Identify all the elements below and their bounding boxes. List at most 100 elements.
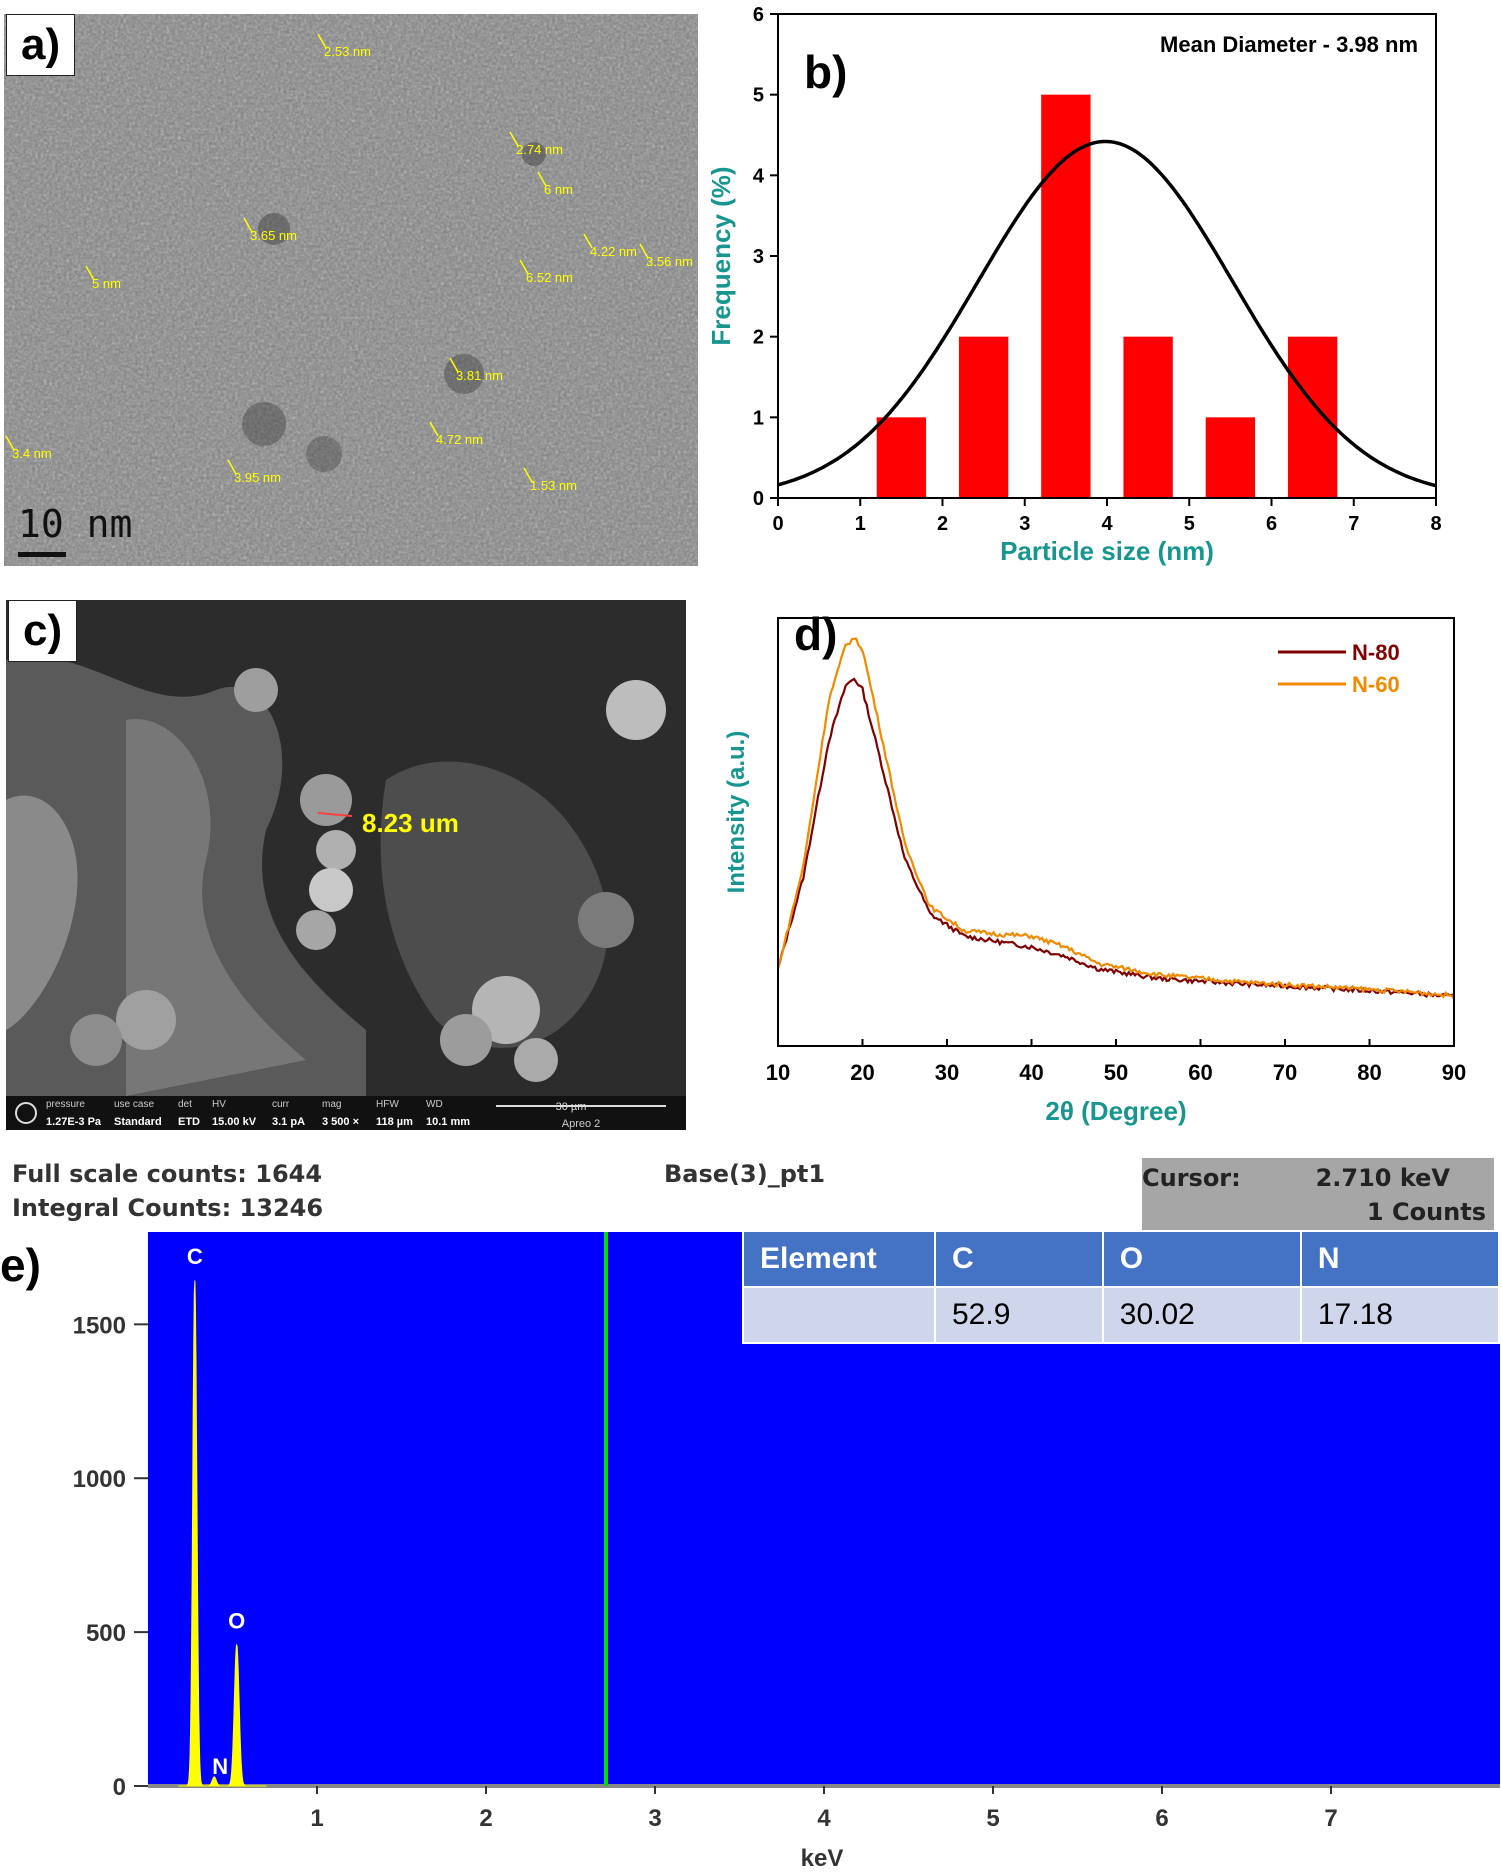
y-tick-label: 1000 [73, 1466, 126, 1493]
full-scale-counts: Full scale counts: 1644 [12, 1160, 323, 1188]
y-tick-label: 500 [86, 1620, 126, 1647]
y-tick-label: 1 [753, 407, 764, 429]
composition-value-row: 52.9 30.02 17.18 [742, 1286, 1501, 1344]
tem-label: 4.72 nm [436, 432, 483, 447]
sem-field-label: use case [114, 1099, 154, 1110]
atom-icon [15, 1102, 37, 1124]
y-tick-label: 0 [753, 488, 764, 510]
sem-field-value: 1.27E-3 Pa [46, 1116, 102, 1128]
table-cell-o: O [1101, 1230, 1302, 1288]
x-tick-label: 90 [1442, 1060, 1466, 1085]
cursor-counts: 1 Counts [1366, 1198, 1486, 1226]
panel-tag-b: b) [804, 46, 847, 98]
x-tick-label: 80 [1357, 1060, 1381, 1085]
histogram-bar [958, 336, 1009, 498]
tem-marker [85, 265, 95, 281]
y-tick-label: 5 [753, 85, 764, 107]
table-cell-c: C [934, 1230, 1104, 1288]
sem-instrument: Apreo 2 [562, 1118, 601, 1130]
composition-table: Element C O N 52.9 30.02 17.18 [742, 1230, 1501, 1344]
histogram-chart: 0 1 2 3 4 5 6 7 8 0 1 2 3 4 5 6 Particle size (nm) Freque… [706, 4, 1442, 566]
tem-scale-label: 10 nm [18, 502, 133, 546]
x-tick-label: 2 [937, 513, 948, 535]
tem-label: 3.95 nm [234, 470, 281, 485]
sem-panel: pressure 1.27E-3 Pa use case Standard det ETD… [6, 600, 686, 1130]
cursor-readout: Cursor: 2.710 keV 1 Counts [1142, 1158, 1494, 1230]
x-tick-label: 1 [310, 1805, 323, 1832]
peak-label-n: N [212, 1754, 228, 1779]
x-tick-label: 30 [935, 1060, 959, 1085]
x-tick-label: 20 [850, 1060, 874, 1085]
sem-field-label: WD [426, 1099, 443, 1110]
x-tick-label: 50 [1104, 1060, 1128, 1085]
x-tick-label: 4 [817, 1805, 831, 1832]
table-cell-c-value: 52.9 [934, 1286, 1104, 1344]
tem-label: 3.81 nm [456, 368, 503, 383]
xrd-chart: 10 20 30 40 50 60 70 80 90 2θ (Degree) Intensity (… [723, 608, 1466, 1126]
sem-measure-label: 8.23 um [362, 808, 459, 838]
tem-label: 3.65 nm [250, 228, 297, 243]
gaussian-fit-line [777, 139, 1437, 488]
x-tick-label: 7 [1348, 513, 1359, 535]
histogram-bar [1287, 336, 1338, 498]
histogram-bar [1205, 417, 1256, 498]
tem-scale-bar [18, 552, 66, 557]
y-tick-label: 0 [113, 1774, 126, 1801]
sem-field-label: curr [272, 1099, 290, 1110]
tem-label: 1.53 nm [530, 478, 577, 493]
tem-marker [639, 243, 649, 259]
peak-label-o: O [228, 1608, 245, 1633]
table-cell-o-value: 30.02 [1101, 1286, 1302, 1344]
sem-field-value: ETD [178, 1116, 200, 1128]
y-tick-label: 6 [753, 4, 764, 26]
panel-tag-c: c) [8, 600, 78, 662]
x-tick-label: 10 [766, 1060, 790, 1085]
x-tick-label: 70 [1273, 1060, 1297, 1085]
sem-image: pressure 1.27E-3 Pa use case Standard det ETD… [6, 600, 686, 1130]
x-tick-label: 60 [1188, 1060, 1212, 1085]
x-tick-label: 7 [1324, 1805, 1337, 1832]
x-tick-label: 6 [1155, 1805, 1168, 1832]
sample-name: Base(3)_pt1 [664, 1160, 826, 1188]
sem-field-label: det [178, 1099, 192, 1110]
sem-measure-line [317, 812, 353, 817]
y-tick-label: 1500 [73, 1312, 126, 1339]
y-tick-label: 3 [753, 246, 764, 268]
tem-label: 6 nm [544, 182, 573, 197]
sem-field-value: 15.00 kV [212, 1116, 257, 1128]
xrd-line-n-60 [776, 637, 1455, 999]
xrd-panel: 10 20 30 40 50 60 70 80 90 2θ (Degree) Intensity (… [700, 600, 1502, 1140]
x-tick-label: 4 [1101, 513, 1113, 535]
tem-label: 3.56 nm [646, 254, 693, 269]
tem-label: 3.4 nm [12, 446, 52, 461]
y-tick-label: 2 [753, 327, 764, 349]
sem-infobar-fields: pressure 1.27E-3 Pa use case Standard det ETD… [46, 1099, 600, 1130]
panel-tag-e: e) [0, 1239, 41, 1291]
sem-field-value: 3 500 × [322, 1116, 359, 1128]
peak-label-c: C [187, 1244, 203, 1269]
x-tick-label: 5 [1184, 513, 1195, 535]
panel-tag-a: a) [6, 14, 76, 76]
table-cell-n: N [1299, 1230, 1501, 1288]
y-tick-label: 4 [753, 165, 765, 187]
sem-field-label: HFW [376, 1099, 399, 1110]
eds-panel: Full scale counts: 1644 Integral Counts:… [0, 1150, 1502, 1876]
tem-image: 2.53 nm 2.74 nm 6 nm 3.65 nm 4.22 nm 3.56 nm 5… [4, 14, 698, 566]
x-tick-label: 6 [1266, 513, 1277, 535]
tem-marker [449, 357, 459, 373]
tem-label: 2.74 nm [516, 142, 563, 157]
y-axis-title: Frequency (%) [706, 166, 736, 345]
mean-diameter-annotation: Mean Diameter - 3.98 nm [1160, 32, 1418, 57]
tem-label: 5 nm [92, 276, 121, 291]
x-tick-label: 3 [648, 1805, 661, 1832]
sem-field-label: pressure [46, 1099, 85, 1110]
histogram-bar [876, 417, 927, 498]
panel-tag-d: d) [794, 608, 837, 660]
xrd-line-n-80 [776, 677, 1455, 999]
sem-field-label: HV [212, 1099, 226, 1110]
table-cell-empty [742, 1286, 936, 1344]
x-tick-label: 2 [479, 1805, 492, 1832]
sem-field-value: 3.1 pA [272, 1116, 305, 1128]
sem-field-value: 10.1 mm [426, 1116, 470, 1128]
sem-field-value: 118 µm [376, 1116, 413, 1128]
